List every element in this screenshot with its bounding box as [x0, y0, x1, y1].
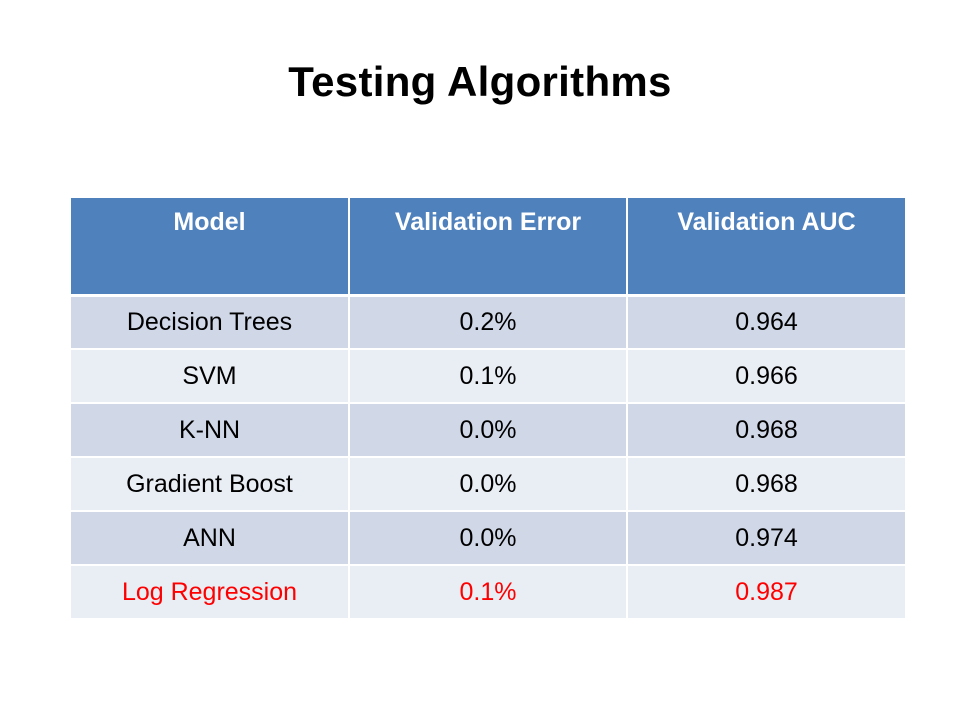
validation-error-cell: 0.0%	[349, 511, 628, 566]
model-cell: ANN	[71, 511, 350, 566]
validation-auc-cell: 0.964	[627, 295, 905, 350]
model-cell: Decision Trees	[71, 295, 350, 350]
table-row: Decision Trees 0.2% 0.964	[71, 295, 905, 350]
table-row: K-NN 0.0% 0.968	[71, 403, 905, 458]
column-header-model: Model	[71, 198, 350, 297]
validation-auc-cell: 0.974	[627, 511, 905, 566]
validation-auc-cell: 0.987	[627, 565, 905, 620]
validation-error-cell: 0.0%	[349, 403, 628, 458]
validation-error-cell: 0.0%	[349, 457, 628, 512]
model-cell: Log Regression	[71, 565, 350, 620]
column-header-validation-error: Validation Error	[349, 198, 628, 297]
validation-auc-cell: 0.966	[627, 349, 905, 404]
validation-auc-cell: 0.968	[627, 457, 905, 512]
validation-error-cell: 0.2%	[349, 295, 628, 350]
results-table: Model Validation Error Validation AUC De…	[71, 198, 905, 620]
table-row: SVM 0.1% 0.966	[71, 349, 905, 404]
column-header-validation-auc: Validation AUC	[627, 198, 905, 297]
validation-error-cell: 0.1%	[349, 565, 628, 620]
model-cell: SVM	[71, 349, 350, 404]
table-row: Gradient Boost 0.0% 0.968	[71, 457, 905, 512]
model-cell: Gradient Boost	[71, 457, 350, 512]
validation-auc-cell: 0.968	[627, 403, 905, 458]
slide-title: Testing Algorithms	[288, 58, 672, 105]
table-header-row: Model Validation Error Validation AUC	[71, 198, 905, 297]
table-row-highlighted: Log Regression 0.1% 0.987	[71, 565, 905, 620]
table-row: ANN 0.0% 0.974	[71, 511, 905, 566]
validation-error-cell: 0.1%	[349, 349, 628, 404]
model-cell: K-NN	[71, 403, 350, 458]
